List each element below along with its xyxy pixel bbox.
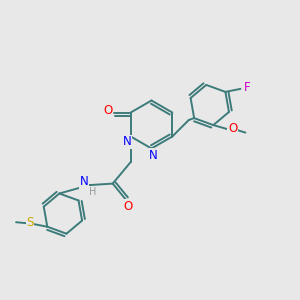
Text: N: N [80,175,88,188]
Text: H: H [88,187,96,197]
Text: N: N [148,148,158,162]
Text: S: S [26,216,34,229]
Text: O: O [123,200,132,213]
Text: N: N [123,135,131,148]
Text: F: F [244,81,250,94]
Text: O: O [103,104,112,118]
Text: O: O [228,122,237,135]
